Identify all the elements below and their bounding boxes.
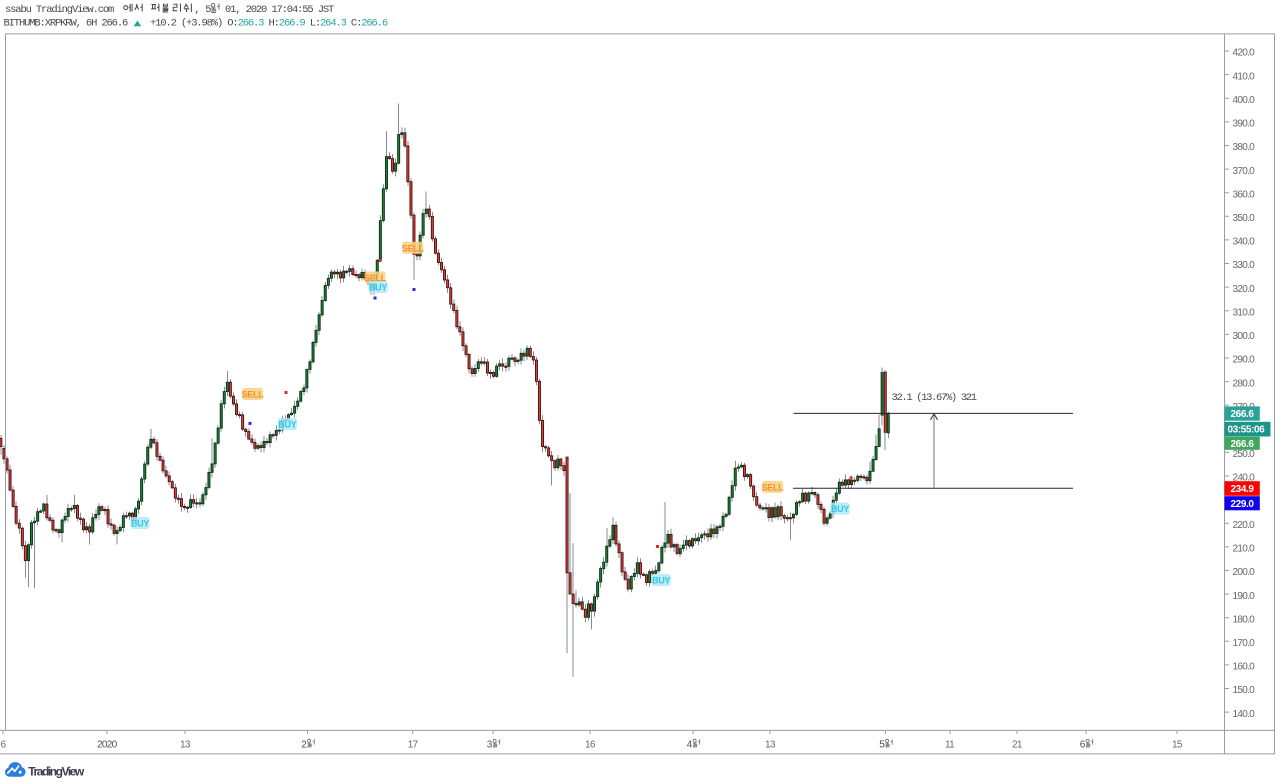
- svg-text:BUY: BUY: [278, 420, 296, 430]
- svg-text:360.0: 360.0: [1233, 189, 1256, 200]
- svg-text:5: 5: [205, 4, 211, 16]
- svg-text:16: 16: [585, 740, 596, 751]
- svg-text:210.0: 210.0: [1233, 544, 1256, 555]
- svg-text:SELL: SELL: [364, 273, 387, 283]
- svg-text:3: 3: [487, 740, 493, 751]
- svg-text:2: 2: [301, 740, 307, 751]
- svg-text:140.0: 140.0: [1233, 709, 1256, 720]
- svg-text:234.9: 234.9: [1231, 484, 1255, 495]
- svg-text:229.0: 229.0: [1231, 499, 1255, 510]
- svg-text:01, 2020 17:04:55 JST: 01, 2020 17:04:55 JST: [225, 4, 334, 16]
- svg-text:410.0: 410.0: [1233, 71, 1256, 82]
- svg-text:2020: 2020: [97, 740, 118, 751]
- svg-text:32.1 (13.67%) 321: 32.1 (13.67%) 321: [892, 392, 977, 404]
- svg-text:6: 6: [1080, 740, 1086, 751]
- svg-text:266.6: 266.6: [1231, 409, 1255, 420]
- svg-text:BUY: BUY: [369, 283, 387, 293]
- svg-text:170.0: 170.0: [1233, 638, 1256, 649]
- svg-text:SELL: SELL: [242, 390, 265, 400]
- svg-text:TradingView: TradingView: [28, 764, 85, 778]
- svg-text:340.0: 340.0: [1233, 237, 1256, 248]
- svg-text:SELL: SELL: [762, 483, 785, 493]
- svg-text:6: 6: [1, 740, 7, 751]
- svg-text:SELL: SELL: [402, 243, 425, 253]
- svg-text:200.0: 200.0: [1233, 567, 1256, 578]
- svg-text:17: 17: [408, 740, 419, 751]
- svg-text:390.0: 390.0: [1233, 119, 1256, 130]
- svg-text:13: 13: [765, 740, 776, 751]
- svg-text:320.0: 320.0: [1233, 284, 1256, 295]
- svg-text:250.0: 250.0: [1233, 449, 1256, 460]
- svg-text:BUY: BUY: [652, 576, 670, 586]
- svg-text:BITHUMB:XRPKRW, 6H 266.6: BITHUMB:XRPKRW, 6H 266.6: [4, 17, 128, 29]
- svg-text:240.0: 240.0: [1233, 473, 1256, 484]
- svg-text:13: 13: [180, 740, 191, 751]
- svg-text:4: 4: [687, 740, 693, 751]
- svg-text:290.0: 290.0: [1233, 355, 1256, 366]
- svg-text:420.0: 420.0: [1233, 48, 1256, 59]
- svg-text:220.0: 220.0: [1233, 520, 1256, 531]
- svg-text:180.0: 180.0: [1233, 614, 1256, 625]
- svg-text:400.0: 400.0: [1233, 95, 1256, 106]
- svg-text:BUY: BUY: [131, 519, 149, 529]
- svg-text:300.0: 300.0: [1233, 331, 1256, 342]
- svg-text:370.0: 370.0: [1233, 166, 1256, 177]
- svg-text:150.0: 150.0: [1233, 685, 1256, 696]
- svg-text:11: 11: [945, 740, 955, 751]
- svg-text:21: 21: [1012, 740, 1023, 751]
- svg-text:BUY: BUY: [831, 504, 849, 514]
- svg-text:15: 15: [1172, 740, 1183, 751]
- svg-text:190.0: 190.0: [1233, 591, 1256, 602]
- svg-text:ssabu TradingView.com: ssabu TradingView.com: [5, 4, 114, 16]
- svg-text:+10.2 (+3.98%) O:266.3 H:266.9: +10.2 (+3.98%) O:266.3 H:266.9 L:264.3 C…: [150, 17, 388, 29]
- svg-text:380.0: 380.0: [1233, 142, 1256, 153]
- svg-text:266.6: 266.6: [1231, 439, 1255, 450]
- svg-text:330.0: 330.0: [1233, 260, 1256, 271]
- svg-text:03:55:06: 03:55:06: [1228, 425, 1266, 436]
- svg-text:160.0: 160.0: [1233, 662, 1256, 673]
- svg-text:280.0: 280.0: [1233, 378, 1256, 389]
- svg-text:,: ,: [194, 4, 199, 16]
- svg-text:310.0: 310.0: [1233, 308, 1256, 319]
- svg-text:350.0: 350.0: [1233, 213, 1256, 224]
- svg-text:5: 5: [879, 740, 885, 751]
